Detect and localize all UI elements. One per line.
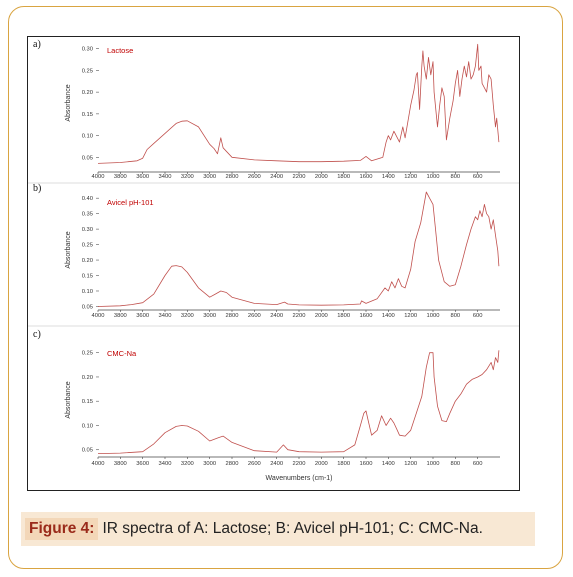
y-tick-label: 0.15 <box>82 274 93 280</box>
x-tick-label: 3000 <box>203 461 216 467</box>
x-tick-label: 1800 <box>337 313 350 319</box>
x-tick-label: 2200 <box>293 174 306 180</box>
x-axis-title: Wavenumbers (cm-1) <box>265 475 332 482</box>
series-label: Avicel pH-101 <box>107 198 154 207</box>
y-tick-label: 0.25 <box>82 243 93 249</box>
y-tick-label: 0.10 <box>82 134 93 140</box>
x-tick-label: 1000 <box>427 461 440 467</box>
x-tick-label: 3600 <box>136 313 149 319</box>
y-tick-label: 0.25 <box>82 68 93 74</box>
x-tick-label: 3000 <box>203 174 216 180</box>
y-tick-label: 0.30 <box>82 47 93 53</box>
x-tick-label: 2600 <box>248 174 261 180</box>
y-tick-label: 0.40 <box>82 196 93 202</box>
x-tick-label: 2200 <box>293 461 306 467</box>
y-tick-label: 0.05 <box>82 155 93 161</box>
x-tick-label: 4000 <box>92 174 105 180</box>
x-tick-label: 3600 <box>136 174 149 180</box>
y-tick-label: 0.05 <box>82 448 93 454</box>
chart-frame <box>27 36 520 491</box>
y-tick-label: 0.30 <box>82 227 93 233</box>
y-axis-title: Absorbance <box>65 84 72 121</box>
series-label: CMC-Na <box>107 349 137 358</box>
x-tick-label: 1800 <box>337 461 350 467</box>
x-tick-label: 3800 <box>114 174 127 180</box>
x-tick-label: 1000 <box>427 174 440 180</box>
x-tick-label: 2600 <box>248 461 261 467</box>
panel-letter: a) <box>33 39 41 50</box>
x-tick-label: 2800 <box>226 461 239 467</box>
x-tick-label: 1800 <box>337 174 350 180</box>
y-tick-label: 0.15 <box>82 112 93 118</box>
x-tick-label: 1600 <box>360 461 373 467</box>
x-tick-label: 3800 <box>114 461 127 467</box>
x-tick-label: 2600 <box>248 313 261 319</box>
x-tick-label: 600 <box>473 313 483 319</box>
x-tick-label: 2400 <box>270 461 283 467</box>
spectrum-line <box>97 350 500 454</box>
x-tick-label: 3200 <box>181 461 194 467</box>
x-tick-label: 2000 <box>315 174 328 180</box>
series-label: Lactose <box>107 46 133 55</box>
x-tick-label: 1000 <box>427 313 440 319</box>
y-tick-label: 0.25 <box>82 351 93 357</box>
x-tick-label: 4000 <box>92 461 105 467</box>
x-tick-label: 3400 <box>159 461 172 467</box>
x-tick-label: 3200 <box>181 313 194 319</box>
y-tick-label: 0.20 <box>82 258 93 264</box>
caption-label: Figure 4: <box>25 518 99 540</box>
x-tick-label: 2200 <box>293 313 306 319</box>
x-tick-label: 1600 <box>360 313 373 319</box>
spectrum-line <box>97 191 500 307</box>
x-tick-label: 800 <box>450 174 460 180</box>
y-tick-label: 0.10 <box>82 289 93 295</box>
x-tick-label: 2800 <box>226 313 239 319</box>
x-tick-label: 600 <box>473 174 483 180</box>
x-tick-label: 2000 <box>315 313 328 319</box>
x-tick-label: 1400 <box>382 461 395 467</box>
caption-text: IR spectra of A: Lactose; B: Avicel pH-1… <box>102 520 483 537</box>
y-tick-label: 0.20 <box>82 90 93 96</box>
panel-letter: b) <box>33 183 41 194</box>
x-tick-label: 3000 <box>203 313 216 319</box>
x-tick-label: 2400 <box>270 313 283 319</box>
x-tick-label: 2800 <box>226 174 239 180</box>
x-tick-label: 3800 <box>114 313 127 319</box>
x-tick-label: 3600 <box>136 461 149 467</box>
x-tick-label: 3200 <box>181 174 194 180</box>
y-axis-title: Absorbance <box>65 381 72 418</box>
x-tick-label: 2400 <box>270 174 283 180</box>
x-tick-label: 1200 <box>404 174 417 180</box>
x-tick-label: 1600 <box>360 174 373 180</box>
x-tick-label: 2000 <box>315 461 328 467</box>
panel-letter: c) <box>33 329 41 340</box>
x-tick-label: 1400 <box>382 313 395 319</box>
x-tick-label: 4000 <box>92 313 105 319</box>
y-tick-label: 0.20 <box>82 375 93 381</box>
y-tick-label: 0.10 <box>82 423 93 429</box>
x-tick-label: 3400 <box>159 313 172 319</box>
y-axis-title: Absorbance <box>65 231 72 268</box>
x-tick-label: 800 <box>450 313 460 319</box>
figure-caption: Figure 4: IR spectra of A: Lactose; B: A… <box>21 512 535 546</box>
x-tick-label: 600 <box>473 461 483 467</box>
y-tick-label: 0.05 <box>82 304 93 310</box>
x-tick-label: 1400 <box>382 174 395 180</box>
x-tick-label: 3400 <box>159 174 172 180</box>
x-tick-label: 1200 <box>404 461 417 467</box>
y-tick-label: 0.35 <box>82 212 93 218</box>
y-tick-label: 0.15 <box>82 399 93 405</box>
x-tick-label: 1200 <box>404 313 417 319</box>
x-tick-label: 800 <box>450 461 460 467</box>
spectrum-line <box>97 43 500 164</box>
